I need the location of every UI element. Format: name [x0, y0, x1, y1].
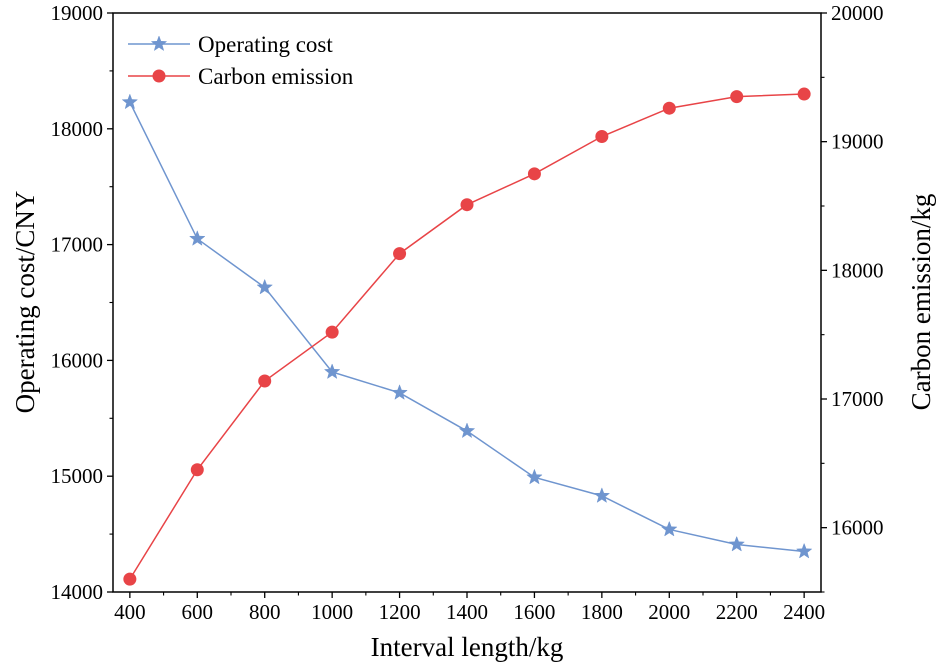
- x-axis: 400 600 800 1000 1200 1400 1600 1800 2000 2200 240…: [114, 592, 825, 624]
- series-line: [129, 101, 805, 553]
- data-point-star: [458, 422, 476, 439]
- y-right-tick-label: 19000: [831, 130, 884, 154]
- y-right-tick-label: 18000: [831, 258, 884, 282]
- data-point-circle: [527, 167, 541, 181]
- data-point-circle: [797, 87, 811, 101]
- data-point-star: [121, 93, 139, 110]
- data-point-circle: [595, 130, 609, 144]
- legend: Operating cost Carbon emission: [128, 32, 354, 89]
- x-tick-label: 800: [249, 600, 281, 624]
- x-tick-label: 1600: [513, 600, 555, 624]
- x-tick-label: 600: [182, 600, 214, 624]
- y-left-tick-label: 16000: [51, 348, 104, 372]
- legend-marker: [152, 69, 166, 83]
- data-point-star: [391, 384, 408, 400]
- data-point-circle: [460, 198, 474, 212]
- data-point-star: [526, 468, 543, 485]
- x-tick-label: 1000: [311, 600, 353, 624]
- data-point-star: [323, 363, 341, 380]
- legend-label: Carbon emission: [198, 64, 354, 89]
- series-line: [129, 93, 805, 580]
- y-left-tick-label: 15000: [51, 464, 104, 488]
- data-point-circle: [325, 325, 339, 339]
- series-layer: [121, 87, 813, 586]
- data-point-star: [256, 278, 273, 295]
- legend-marker: [150, 35, 168, 52]
- x-tick-label: 2200: [716, 600, 758, 624]
- x-tick-label: 400: [114, 600, 146, 624]
- data-point-circle: [123, 572, 137, 586]
- data-point-circle: [258, 374, 272, 388]
- y-right-tick-label: 16000: [831, 516, 884, 540]
- y-axis-left-title: Operating cost/CNY: [10, 191, 40, 414]
- y-left-tick-label: 14000: [51, 580, 104, 604]
- y-axis-right: 16000 17000 18000 19000 20000: [821, 1, 884, 593]
- data-point-star: [728, 535, 745, 552]
- data-point-star: [795, 542, 813, 559]
- x-tick-label: 1400: [446, 600, 488, 624]
- y-axis-left: 14000 15000 16000 17000 18000 19000: [51, 1, 113, 604]
- y-left-tick-label: 19000: [51, 1, 104, 25]
- y-right-tick-label: 20000: [831, 1, 884, 25]
- y-left-tick-label: 17000: [51, 233, 104, 257]
- data-point-star: [661, 520, 678, 537]
- x-tick-label: 2000: [648, 600, 690, 624]
- data-point-star: [593, 487, 611, 503]
- y-axis-right-title: Carbon emission/kg: [906, 194, 936, 411]
- legend-label: Operating cost: [198, 32, 333, 57]
- x-axis-title: Interval length/kg: [371, 632, 564, 662]
- data-point-circle: [662, 101, 676, 115]
- y-left-tick-label: 18000: [51, 117, 104, 141]
- y-right-tick-label: 17000: [831, 387, 884, 411]
- x-tick-label: 2400: [783, 600, 825, 624]
- x-tick-label: 1200: [379, 600, 421, 624]
- data-point-circle: [393, 247, 407, 261]
- data-point-circle: [730, 90, 744, 104]
- data-point-star: [189, 230, 206, 246]
- x-tick-label: 1800: [581, 600, 623, 624]
- data-point-circle: [190, 463, 204, 477]
